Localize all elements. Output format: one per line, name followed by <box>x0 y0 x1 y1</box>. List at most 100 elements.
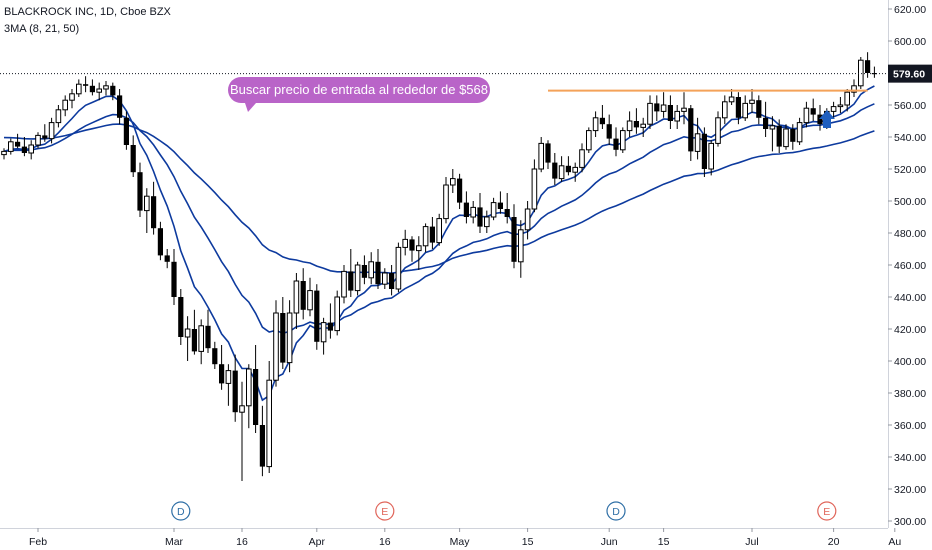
candle-body-up <box>749 99 755 104</box>
candle-body-up <box>48 122 55 140</box>
price-tick-label: 340.00 <box>894 452 926 464</box>
candle <box>307 277 313 317</box>
last-price-badge-bg <box>888 64 932 83</box>
candle <box>409 236 415 262</box>
candle-body-down <box>137 172 143 211</box>
candle-body-down <box>83 84 89 86</box>
candle-body-down <box>123 117 129 145</box>
candle-body-up <box>796 122 803 143</box>
candle-body-down <box>599 117 605 125</box>
candle <box>722 95 728 125</box>
candle <box>69 89 75 109</box>
candle-body-up <box>293 280 300 314</box>
price-tick-label: 400.00 <box>894 356 926 368</box>
candle-body-down <box>565 165 571 173</box>
candle-body-down <box>504 209 510 217</box>
candle-body-up <box>490 202 497 218</box>
candle <box>497 191 503 214</box>
candle <box>565 156 571 176</box>
candle <box>810 98 816 121</box>
time-axis[interactable]: Feb Mar 16 Apr 16 May 15 Jun 15 Jul 20 Au <box>0 528 901 548</box>
candle <box>790 124 796 150</box>
candle <box>35 132 41 149</box>
candle <box>83 76 89 93</box>
candle <box>89 79 95 96</box>
event-label: D <box>612 506 620 518</box>
candle-body-down <box>232 370 238 413</box>
candle-body-down <box>511 217 517 262</box>
candle-body-up <box>1 150 7 156</box>
candle <box>742 95 749 121</box>
event-label: E <box>823 506 830 518</box>
candle-body-down <box>606 124 612 139</box>
candle-body-up <box>273 312 279 381</box>
candle <box>103 81 109 96</box>
candle-body-up <box>708 142 715 170</box>
candle-body-up <box>76 83 82 95</box>
ma-50-line <box>3 123 875 275</box>
candle-body-down <box>735 97 741 118</box>
candle <box>21 137 27 157</box>
candle <box>273 300 279 387</box>
candle-body-up <box>694 133 701 152</box>
candle-body-up <box>572 166 579 173</box>
candle-body-up <box>470 206 476 218</box>
price-tick-label: 540.00 <box>894 132 926 144</box>
candle <box>55 105 62 128</box>
candle <box>76 79 82 97</box>
candle <box>123 111 129 150</box>
time-tick-label: 20 <box>828 536 840 548</box>
price-tick-label: 620.00 <box>894 4 926 16</box>
symbol-title: BLACKROCK INC, 1D, Cboe BZX <box>4 6 171 18</box>
candle <box>300 268 306 320</box>
candle <box>443 177 449 224</box>
candle <box>688 105 694 161</box>
candle <box>320 317 327 355</box>
candle <box>674 105 681 129</box>
candle <box>463 191 469 224</box>
candle <box>660 92 667 118</box>
candle <box>518 220 524 278</box>
candle-body-down <box>429 226 435 243</box>
candle <box>756 95 762 125</box>
candle <box>626 111 633 137</box>
dividend-marker[interactable]: D <box>606 501 626 521</box>
candle-body-up <box>830 106 837 112</box>
candle <box>286 300 293 373</box>
candle <box>110 82 116 101</box>
price-axis[interactable]: 620.00600.00580.00560.00540.00520.00500.… <box>888 0 932 528</box>
candle-body-down <box>810 108 816 115</box>
candle-body-down <box>191 329 197 352</box>
candle <box>531 159 538 213</box>
dividend-marker[interactable]: D <box>171 501 191 521</box>
candle <box>844 89 851 112</box>
candle-body-down <box>164 255 170 262</box>
candle-body-down <box>89 85 95 93</box>
candle-body-up <box>531 168 538 210</box>
candle <box>477 193 483 233</box>
candle <box>382 268 388 289</box>
candle <box>524 201 531 240</box>
earnings-marker[interactable]: E <box>817 501 837 521</box>
candle <box>694 117 701 160</box>
candle <box>171 249 177 305</box>
candle <box>763 101 769 137</box>
candle-body-down <box>633 121 639 128</box>
candle-body-down <box>130 145 136 173</box>
candle <box>599 105 605 129</box>
candle-body-up <box>681 107 687 112</box>
candle <box>219 345 225 390</box>
candle <box>117 89 123 125</box>
price-tick-label: 520.00 <box>894 164 926 176</box>
last-price-label: 579.60 <box>893 69 925 81</box>
candle-body-down <box>205 325 211 349</box>
annotation-callout: Buscar precio de entrada al rededor de $… <box>228 77 490 103</box>
candle <box>511 204 517 269</box>
candle-body-up <box>8 141 14 152</box>
candle-body-up <box>803 107 810 124</box>
candle-body-up <box>69 93 75 101</box>
candle-body-down <box>701 133 707 169</box>
earnings-marker[interactable]: E <box>375 501 395 521</box>
